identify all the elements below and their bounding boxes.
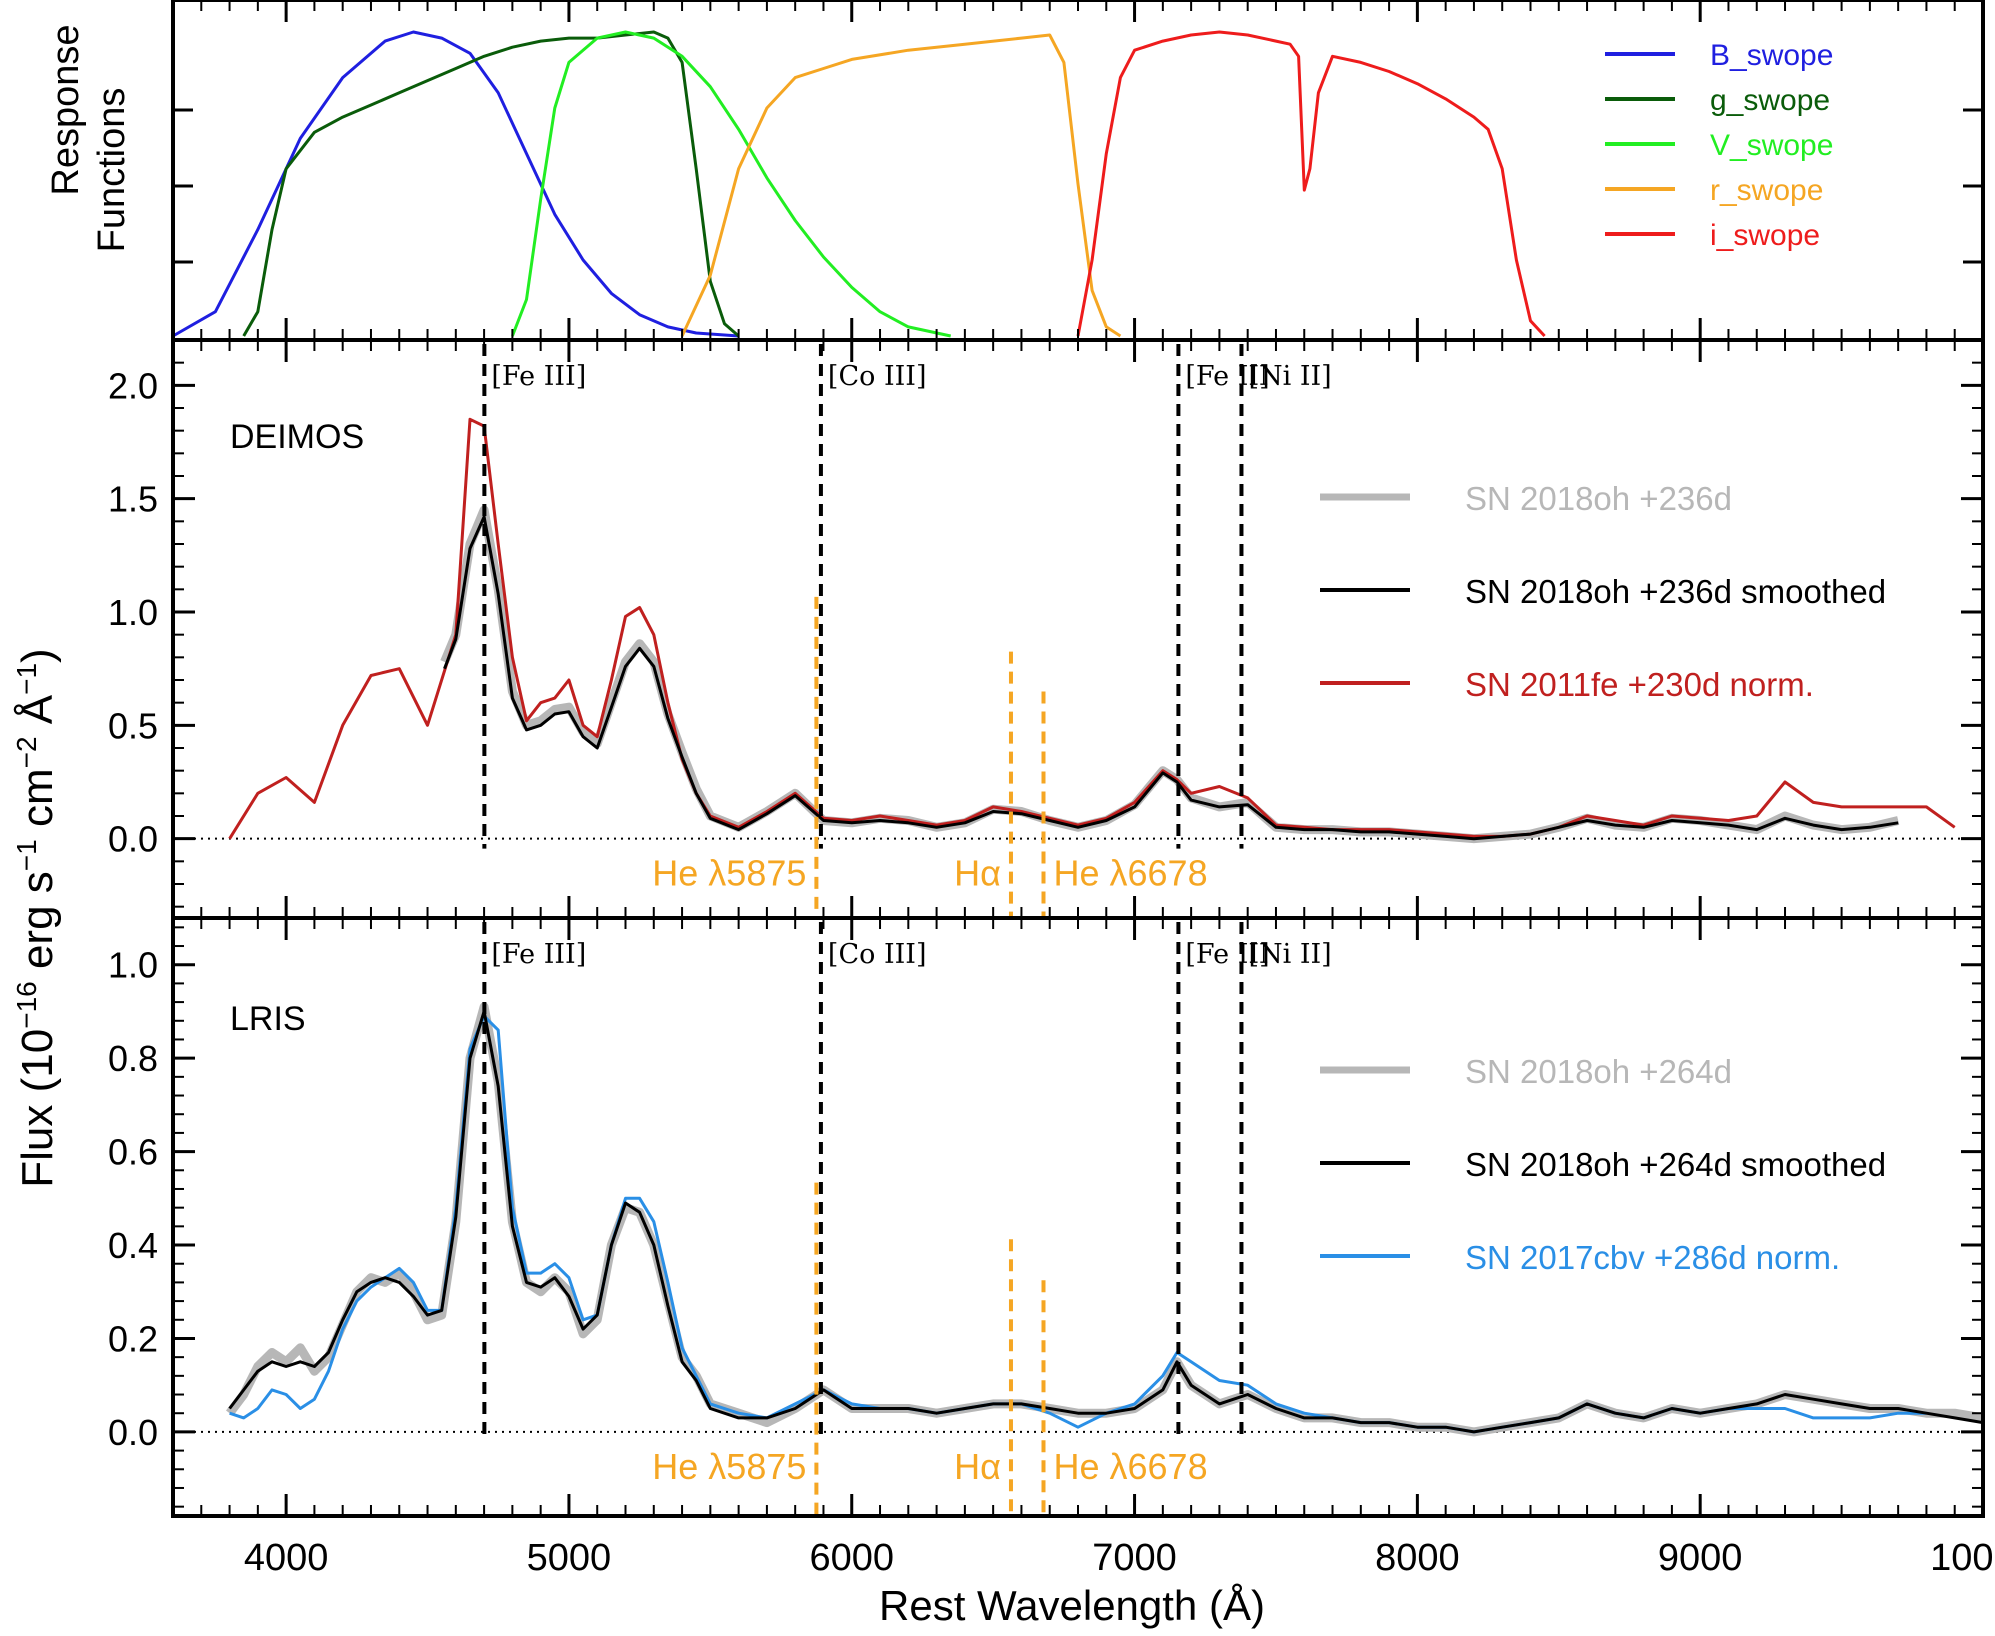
- lris-panel: [Fe III] [Co III] [Fe II][Ni II] He λ5875 Hα…: [108, 916, 1985, 1518]
- deimos-legend-label-sn-2011fe-230d-norm: SN 2011fe +230d norm.: [1465, 666, 1814, 703]
- lris-orange-label-he-5875: He λ5875: [652, 1446, 806, 1487]
- lris-y-tick-label: 1.0: [108, 945, 158, 986]
- x-tick-label: 7000: [1092, 1537, 1177, 1579]
- deimos-y-tick-label: 0.5: [108, 705, 158, 746]
- lris-y-tick-label: 0.2: [108, 1318, 158, 1359]
- deimos-legend-label-sn-2018oh-236d: SN 2018oh +236d: [1465, 480, 1732, 517]
- lris-ticks: 0.0 0.2 0.4 0.6 0.8 1.0: [108, 918, 1985, 1516]
- y-axis-label-exp4: −1: [11, 663, 42, 695]
- response-curve-b-swope: [172, 30, 739, 338]
- lris-id-label-fe-ii: [Fe II]: [1185, 939, 1269, 970]
- legend-label-v-swope: V_swope: [1710, 129, 1833, 162]
- deimos-legend-label-sn-2018oh-236d-smoothed: SN 2018oh +236d smoothed: [1465, 573, 1886, 610]
- x-tick-labels: 4000 5000 6000 7000 8000 9000 10000: [244, 1537, 1995, 1579]
- response-curve-r-swope: [680, 33, 1122, 338]
- y-axis-label-unit1: erg s: [13, 871, 62, 981]
- response-label-line1: Response: [45, 24, 87, 195]
- y-axis-label-exp3: −2: [11, 736, 42, 768]
- legend-label-b-swope: B_swope: [1710, 39, 1833, 72]
- deimos-legend: SN 2018oh +236d SN 2018oh +236d smoothed S…: [1320, 480, 1886, 703]
- lris-legend-label-sn-2018oh-264d-smoothed: SN 2018oh +264d smoothed: [1465, 1146, 1886, 1183]
- lris-y-tick-label: 0.8: [108, 1038, 158, 1079]
- lris-id-label-co-iii: [Co III]: [828, 939, 927, 970]
- lris-panel-label: LRIS: [230, 1000, 306, 1038]
- legend-label-r-swope: r_swope: [1710, 174, 1823, 207]
- lris-y-tick-label: 0.0: [108, 1412, 158, 1453]
- deimos-orange-label-he-5875: He λ5875: [652, 853, 806, 894]
- response-label-line2: Functions: [91, 88, 133, 253]
- lris-y-tick-label: 0.4: [108, 1225, 158, 1266]
- x-tick-label: 5000: [527, 1537, 612, 1579]
- lris-orange-label-h: Hα: [954, 1446, 1001, 1487]
- y-axis-label-unit2: cm: [13, 768, 62, 839]
- deimos-y-tick-label: 1.5: [108, 479, 158, 520]
- x-tick-label: 8000: [1375, 1537, 1460, 1579]
- deimos-series-comparison: [228, 417, 1956, 840]
- x-tick-label: 10000: [1930, 1537, 1995, 1579]
- y-axis-label-main: Flux (10: [13, 1029, 62, 1188]
- deimos-y-tick-label: 0.0: [108, 819, 158, 860]
- deimos-y-tick-label: 2.0: [108, 365, 158, 406]
- x-tick-label: 6000: [809, 1537, 894, 1579]
- lris-legend-label-sn-2017cbv-286d-norm: SN 2017cbv +286d norm.: [1465, 1239, 1840, 1276]
- response-curve-g-swope: [242, 30, 740, 338]
- deimos-ticks: 0.0 0.5 1.0 1.5 2.0: [108, 340, 1985, 918]
- deimos-y-tick-label: 1.0: [108, 592, 158, 633]
- response-curve-i-swope: [1076, 30, 1546, 338]
- y-axis-label-unit3: Å: [13, 694, 62, 736]
- y-axis-label-close: ): [13, 648, 62, 663]
- x-tick-label: 9000: [1658, 1537, 1743, 1579]
- y-axis-label-exp1: −16: [11, 981, 42, 1029]
- y-axis-label: Flux (10−16 erg s−1 cm−2 Å−1): [11, 648, 62, 1187]
- response-curve-v-swope: [511, 30, 952, 338]
- response-curves: [172, 30, 1546, 338]
- deimos-id-label-ni-ii: [Ni II]: [1248, 361, 1331, 392]
- lris-y-tick-label: 0.6: [108, 1132, 158, 1173]
- x-tick-label: 4000: [244, 1537, 329, 1579]
- deimos-panel-label: DEIMOS: [230, 418, 364, 456]
- lris-series-smoothed: [228, 1009, 1984, 1434]
- lris-legend-label-sn-2018oh-264d: SN 2018oh +264d: [1465, 1053, 1732, 1090]
- lris-curves: [Fe III] [Co III] [Fe II][Ni II] He λ5875 Hα…: [173, 922, 1984, 1516]
- deimos-id-label-co-iii: [Co III]: [828, 361, 927, 392]
- deimos-orange-label-h: Hα: [954, 853, 1001, 894]
- deimos-series-smoothed: [443, 515, 1899, 841]
- deimos-id-label-fe-ii: [Fe II]: [1185, 361, 1269, 392]
- legend-label-i-swope: i_swope: [1710, 219, 1820, 252]
- legend-label-g-swope: g_swope: [1710, 84, 1830, 117]
- lris-orange-label-he-6678: He λ6678: [1053, 1446, 1207, 1487]
- x-axis-label: Rest Wavelength (Å): [879, 1582, 1265, 1629]
- lris-id-label-ni-ii: [Ni II]: [1248, 939, 1331, 970]
- y-axis-label-exp2: −1: [11, 839, 42, 871]
- deimos-id-label-fe-iii: [Fe III]: [491, 361, 586, 392]
- deimos-curves: [Fe III] [Co III] [Fe II][Ni II] He λ5875 Hα…: [173, 344, 1983, 918]
- deimos-orange-label-he-6678: He λ6678: [1053, 853, 1207, 894]
- lris-legend: SN 2018oh +264d SN 2018oh +264d smoothed S…: [1320, 1053, 1886, 1276]
- lris-id-label-fe-iii: [Fe III]: [491, 939, 586, 970]
- deimos-panel: [Fe III] [Co III] [Fe II][Ni II] He λ5875 Hα…: [108, 338, 1985, 920]
- response-legend: B_swope g_swope V_swope r_swope i_swope: [1605, 39, 1833, 252]
